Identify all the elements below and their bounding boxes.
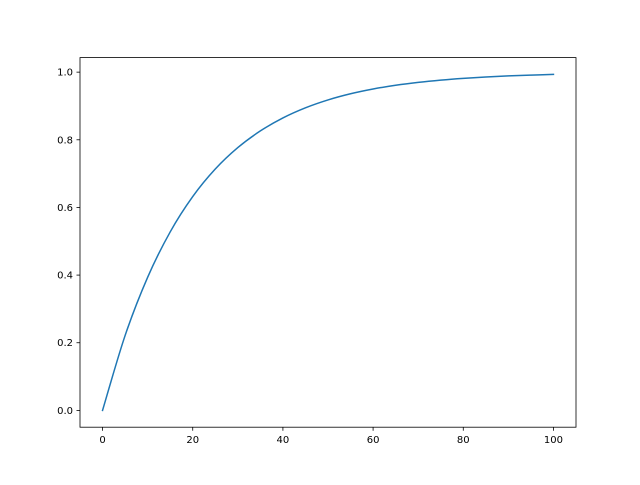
y-tick-label: 0.2 bbox=[57, 338, 73, 349]
x-tick-label: 0 bbox=[99, 435, 105, 446]
x-tick-label: 80 bbox=[457, 435, 470, 446]
x-axis: 0 20 40 60 80 100 bbox=[99, 427, 563, 446]
x-tick-label: 20 bbox=[186, 435, 199, 446]
series-line bbox=[101, 73, 555, 412]
y-tick-label: 0.6 bbox=[57, 203, 73, 214]
y-tick-label: 0.4 bbox=[57, 271, 73, 282]
series-layer bbox=[101, 73, 555, 412]
y-axis: 0.0 0.2 0.4 0.6 0.8 1.0 bbox=[57, 68, 80, 417]
x-tick-label: 60 bbox=[367, 435, 380, 446]
y-tick-label: 0.8 bbox=[57, 135, 73, 146]
y-tick-label: 0.0 bbox=[57, 406, 73, 417]
x-tick-label: 40 bbox=[277, 435, 290, 446]
y-tick-label: 1.0 bbox=[57, 68, 73, 79]
axes-frame bbox=[79, 57, 577, 428]
x-tick-label: 100 bbox=[544, 435, 563, 446]
